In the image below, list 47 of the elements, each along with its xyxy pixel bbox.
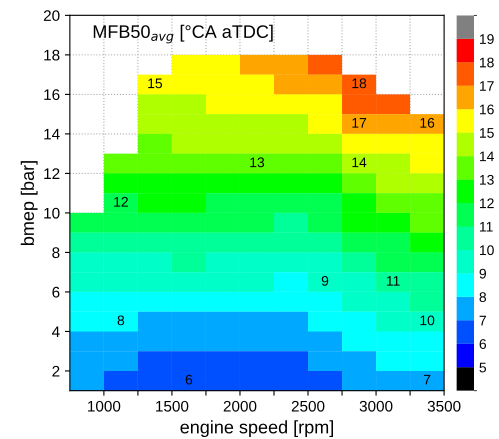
y-tick-label: 10 bbox=[44, 208, 60, 219]
color-bar-label: 7 bbox=[480, 316, 486, 326]
color-bar-label: 6 bbox=[480, 339, 486, 349]
color-bar-label: 12 bbox=[480, 198, 494, 208]
data-label: 17 bbox=[352, 118, 366, 128]
color-bar-label: 18 bbox=[480, 58, 494, 68]
color-bar-label: 19 bbox=[480, 34, 494, 44]
y-tick-label: 18 bbox=[44, 50, 60, 61]
data-label: 14 bbox=[352, 158, 366, 168]
y-tick-label: 12 bbox=[44, 168, 60, 179]
x-tick-label: 2500 bbox=[292, 400, 324, 412]
y-axis-title: bmep [bar] bbox=[20, 161, 38, 246]
color-bar-label: 8 bbox=[480, 292, 486, 302]
data-label: 10 bbox=[420, 315, 434, 326]
x-tick-label: 3500 bbox=[428, 400, 461, 412]
x-tick-label: 2000 bbox=[224, 400, 256, 412]
x-axis-title: engine speed [rpm] bbox=[180, 420, 333, 438]
y-tick-label: 4 bbox=[52, 326, 60, 337]
y-tick-label: 16 bbox=[44, 89, 60, 100]
color-bar-label: 13 bbox=[480, 174, 494, 185]
color-bar-label: 10 bbox=[480, 245, 494, 256]
color-bar-label: 14 bbox=[480, 152, 494, 162]
x-tick-label: 1500 bbox=[156, 400, 188, 412]
y-tick-label: 20 bbox=[44, 10, 60, 22]
color-bar-label: 9 bbox=[480, 268, 486, 279]
data-label: 12 bbox=[114, 196, 128, 207]
data-label: 18 bbox=[352, 78, 366, 88]
color-bar-label: 11 bbox=[480, 222, 493, 232]
color-bar-label: 16 bbox=[480, 104, 494, 114]
color-bar-label: 15 bbox=[480, 128, 494, 138]
data-label: 15 bbox=[148, 78, 162, 88]
data-label: 13 bbox=[250, 157, 264, 168]
data-label: 9 bbox=[322, 276, 328, 286]
data-label: 16 bbox=[420, 118, 434, 128]
y-tick-label: 8 bbox=[52, 247, 60, 258]
data-label: 6 bbox=[186, 374, 192, 385]
x-tick-label: 3000 bbox=[360, 400, 392, 412]
y-tick-label: 2 bbox=[52, 366, 60, 376]
color-bar-label: 17 bbox=[480, 81, 494, 91]
y-tick-label: 6 bbox=[52, 286, 60, 298]
data-label: 7 bbox=[424, 374, 430, 384]
data-label: 11 bbox=[386, 276, 400, 286]
y-tick-label: 14 bbox=[44, 128, 60, 140]
data-label: 8 bbox=[118, 315, 124, 326]
color-bar-label: 5 bbox=[479, 362, 486, 372]
text: MFB50$_{avg}$ [°CA aTDC] bbox=[94, 24, 273, 44]
x-tick-label: 1000 bbox=[88, 400, 120, 412]
